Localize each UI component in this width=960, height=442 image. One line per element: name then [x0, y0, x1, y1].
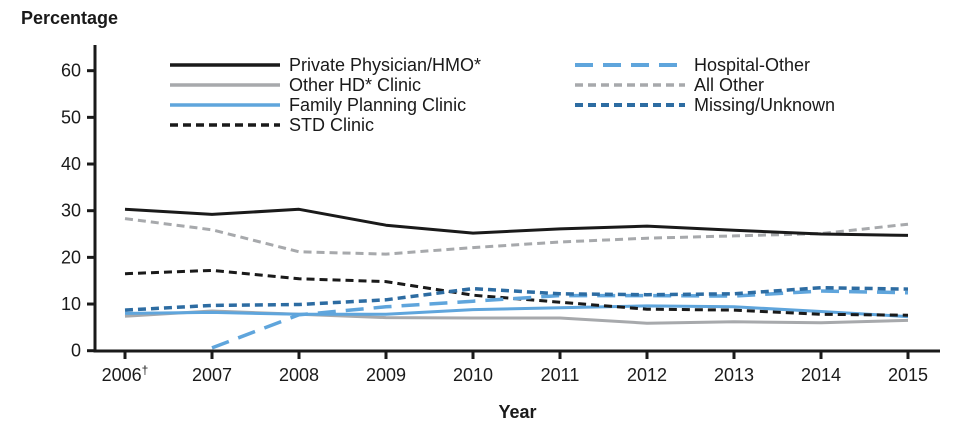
legend-label-missing-unknown: Missing/Unknown	[694, 95, 836, 115]
legend-swatch-all-other	[575, 83, 685, 87]
legend-item-all-other: All Other	[575, 75, 835, 95]
x-tick-label: 2011	[541, 365, 580, 385]
x-tick-label: 2013	[714, 365, 754, 385]
y-tick-label: 50	[61, 107, 81, 127]
legend-label-hospital-other: Hospital-Other	[694, 55, 811, 75]
x-tick-label: 2009	[366, 365, 406, 385]
series-line-all-other	[124, 217, 909, 256]
legend-label-private-physician: Private Physician/HMO*	[289, 55, 482, 75]
legend-label-family-planning-clinic: Family Planning Clinic	[289, 95, 467, 115]
legend-swatch-private-physician	[170, 63, 280, 67]
legend-column-right: Hospital-Other All Other Missing/Unknown	[575, 55, 835, 115]
y-tick-label: 20	[61, 247, 81, 267]
y-tick-label: 40	[61, 154, 81, 174]
series-line-private-physician-hmo	[124, 207, 909, 237]
y-tick-label: 10	[61, 294, 81, 314]
x-tick-label: 2007	[192, 365, 232, 385]
legend-label-other-hd-clinic: Other HD* Clinic	[289, 75, 422, 95]
series-line-family-planning-clinic	[124, 304, 909, 319]
x-tick-label: 2006†	[102, 363, 149, 385]
legend-item-family-planning-clinic: Family Planning Clinic	[170, 95, 481, 115]
series-line-missing-unknown	[124, 285, 909, 312]
x-axis-title: Year	[498, 402, 537, 422]
x-tick-label: 2010	[453, 365, 493, 385]
legend-item-private-physician: Private Physician/HMO*	[170, 55, 481, 75]
legend-item-hospital-other: Hospital-Other	[575, 55, 835, 75]
x-tick-label: 2015	[888, 365, 928, 385]
y-tick-label: 0	[71, 341, 81, 361]
legend-item-missing-unknown: Missing/Unknown	[575, 95, 835, 115]
legend-label-all-other: All Other	[694, 75, 765, 95]
x-tick-label: 2008	[279, 365, 319, 385]
legend-column-left: Private Physician/HMO* Other HD* Clinic …	[170, 55, 481, 135]
legend-swatch-hospital-other	[575, 63, 685, 67]
y-tick-label: 30	[61, 201, 81, 221]
x-tick-label: 2014	[801, 365, 841, 385]
legend-swatch-std-clinic	[170, 123, 280, 127]
legend-swatch-family-planning-clinic	[170, 103, 280, 107]
legend-item-other-hd-clinic: Other HD* Clinic	[170, 75, 481, 95]
legend-swatch-missing-unknown	[575, 103, 685, 107]
legend-label-std-clinic: STD Clinic	[289, 115, 375, 135]
y-axis-title: Percentage	[21, 8, 119, 28]
series-line-hospital-other	[211, 289, 909, 350]
y-tick-label: 60	[61, 61, 81, 81]
x-tick-label: 2012	[627, 365, 667, 385]
legend-item-std-clinic: STD Clinic	[170, 115, 481, 135]
legend-swatch-other-hd-clinic	[170, 83, 280, 87]
